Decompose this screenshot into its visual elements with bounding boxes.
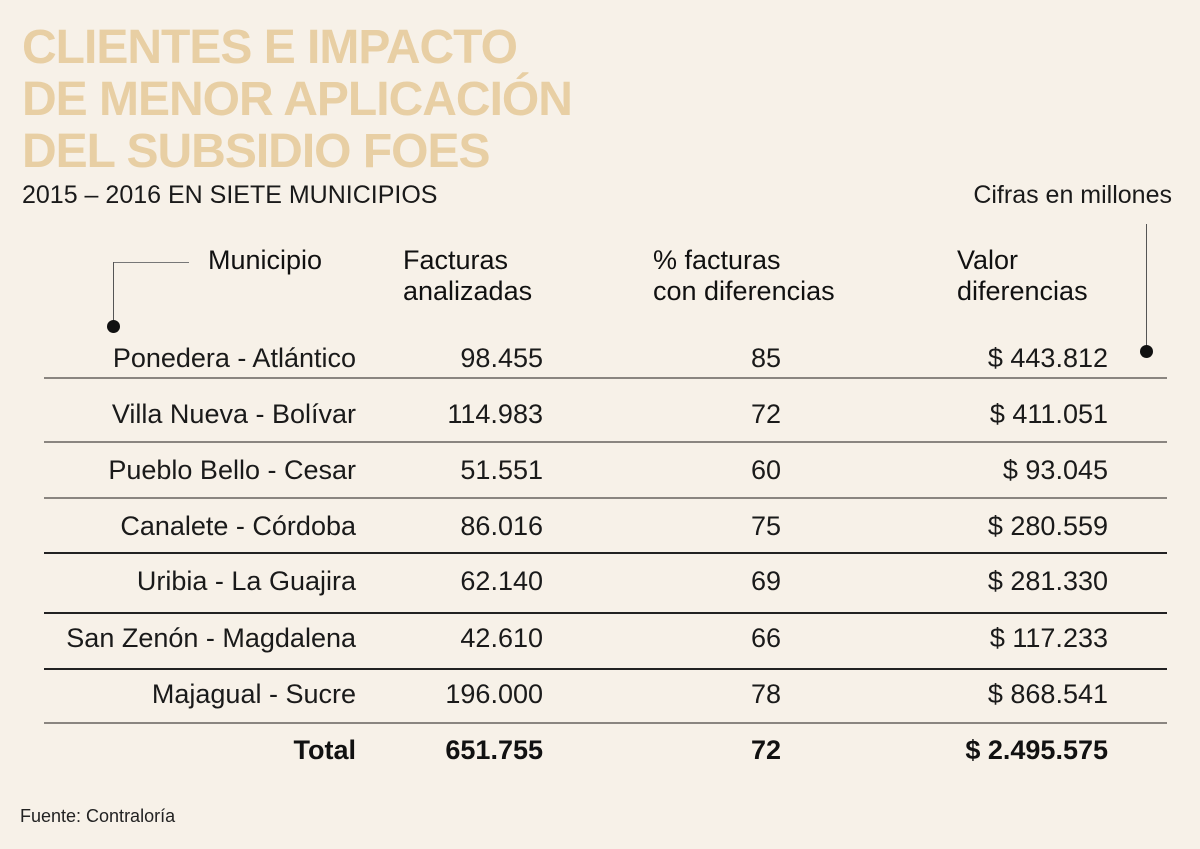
cell-facturas: 98.455 [460, 343, 543, 373]
cell-pct: 60 [750, 455, 782, 485]
header-line: con diferencias [653, 276, 835, 306]
table-row-total: Total 651.755 72 $ 2.495.575 [0, 722, 1200, 778]
row-divider [44, 497, 1167, 499]
source-note: Fuente: Contraloría [20, 806, 176, 826]
units-note: Cifras en millones [973, 181, 1172, 209]
cell-valor: $ 117.233 [989, 623, 1108, 653]
cell-valor: $ 443.812 [987, 343, 1108, 373]
chart-title: CLIENTES E IMPACTO DE MENOR APLICACIÓN D… [22, 21, 573, 178]
cell-valor: $ 93.045 [1002, 455, 1108, 485]
cell-pct: 78 [750, 679, 782, 709]
municipio-leader-dot-icon [107, 320, 120, 333]
cell-valor: $ 868.541 [987, 679, 1108, 709]
units-leader-line [1146, 224, 1147, 350]
table-row: Canalete - Córdoba 86.016 75 $ 280.559 [0, 498, 1200, 554]
cell-facturas: 86.016 [460, 511, 543, 541]
cell-municipio: Ponedera - Atlántico [112, 343, 356, 373]
title-line: DEL SUBSIDIO FOES [22, 125, 491, 178]
chart-subtitle: 2015 – 2016 EN SIETE MUNICIPIOS [22, 181, 438, 209]
units-leader-dot-icon [1140, 345, 1153, 358]
cell-pct: 66 [750, 623, 782, 653]
total-valor: $ 2.495.575 [965, 735, 1108, 765]
table-row: Majagual - Sucre 196.000 78 $ 868.541 [0, 666, 1200, 722]
header-pct-facturas: % facturas con diferencias [653, 245, 835, 307]
cell-municipio: Uribia - La Guajira [136, 566, 356, 596]
cell-pct: 75 [750, 511, 782, 541]
row-divider [44, 722, 1167, 724]
table-row: Ponedera - Atlántico 98.455 85 $ 443.812 [0, 330, 1200, 386]
title-line: DE MENOR APLICACIÓN [22, 73, 573, 126]
cell-pct: 85 [750, 343, 782, 373]
total-label: Total [293, 735, 357, 765]
row-divider [44, 441, 1167, 443]
cell-valor: $ 281.330 [987, 566, 1108, 596]
cell-municipio: Pueblo Bello - Cesar [108, 455, 356, 485]
table-row: Pueblo Bello - Cesar 51.551 60 $ 93.045 [0, 442, 1200, 498]
header-municipio: Municipio [208, 245, 323, 275]
cell-facturas: 42.610 [460, 623, 543, 653]
header-line: diferencias [957, 276, 1088, 306]
title-line: CLIENTES E IMPACTO [22, 21, 518, 74]
header-valor: Valor diferencias [957, 245, 1088, 307]
cell-facturas: 114.983 [447, 399, 543, 429]
row-divider [44, 612, 1167, 614]
municipio-leader-line [113, 262, 114, 322]
row-divider [44, 668, 1167, 670]
cell-municipio: Canalete - Córdoba [120, 511, 356, 541]
cell-facturas: 196.000 [445, 679, 543, 709]
cell-municipio: Majagual - Sucre [151, 679, 356, 709]
row-divider [44, 552, 1167, 554]
row-divider [44, 377, 1167, 379]
header-line: analizadas [403, 276, 533, 306]
header-facturas: Facturas analizadas [403, 245, 532, 307]
cell-municipio: San Zenón - Magdalena [66, 623, 356, 653]
cell-pct: 69 [750, 566, 782, 596]
header-line: % facturas [653, 245, 781, 275]
header-line: Facturas [403, 245, 509, 275]
header-line: Valor [957, 245, 1019, 275]
table-row: Villa Nueva - Bolívar 114.983 72 $ 411.051 [0, 386, 1200, 442]
cell-facturas: 51.551 [460, 455, 543, 485]
total-pct: 72 [750, 735, 782, 765]
total-facturas: 651.755 [445, 735, 543, 765]
cell-municipio: Villa Nueva - Bolívar [111, 399, 356, 429]
cell-facturas: 62.140 [460, 566, 543, 596]
municipio-leader-line [113, 262, 189, 263]
cell-valor: $ 411.051 [989, 399, 1108, 429]
table-row: Uribia - La Guajira 62.140 69 $ 281.330 [0, 553, 1200, 609]
cell-pct: 72 [750, 399, 782, 429]
table-row: San Zenón - Magdalena 42.610 66 $ 117.233 [0, 610, 1200, 666]
cell-valor: $ 280.559 [987, 511, 1108, 541]
